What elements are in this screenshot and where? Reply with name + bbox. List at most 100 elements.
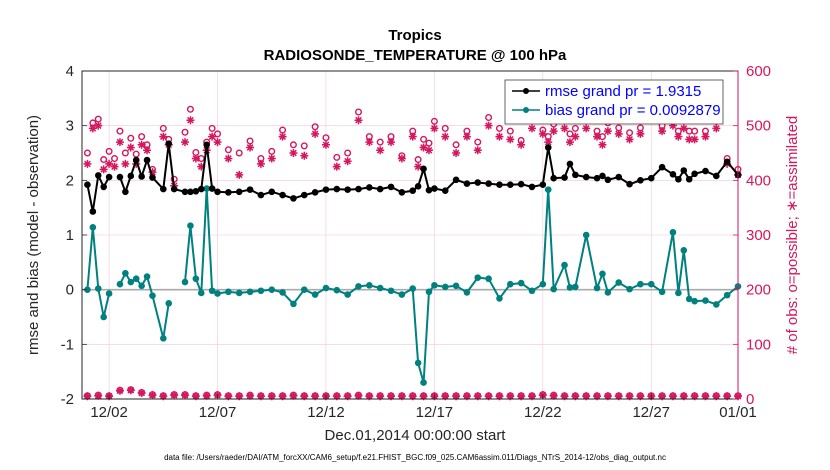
bias-point — [300, 286, 308, 293]
rmse-point — [604, 176, 612, 184]
assimilated-obs-marker — [137, 388, 146, 397]
assimilated-obs-marker — [99, 165, 108, 174]
rmse-point — [675, 175, 682, 183]
bias-point — [143, 273, 151, 280]
possible-obs-marker — [441, 124, 449, 132]
bias-point — [615, 279, 623, 286]
rmse-point — [100, 183, 107, 191]
possible-obs-marker — [83, 149, 91, 157]
assimilated-obs-marker — [408, 132, 417, 141]
rmse-point — [143, 156, 151, 164]
rmse-point — [425, 186, 433, 194]
assimilated-obs-marker — [668, 121, 677, 130]
y-tick-label: 0 — [66, 282, 74, 299]
y2-tick-label: 200 — [746, 282, 771, 299]
x-axis: 12/02 12/07 12/12 12/17 12/22 12/27 01/01 — [90, 394, 757, 421]
rmse-point — [344, 186, 351, 193]
y-axis-right: 0 100 200 300 400 500 600 — [733, 63, 771, 408]
assimilated-obs-marker — [387, 392, 396, 401]
bias-series — [84, 185, 742, 386]
bias-point — [420, 379, 427, 386]
assimilated-obs-marker — [365, 392, 374, 401]
chart-subtitle: RADIOSONDE_TEMPERATURE @ 100 hPa — [264, 47, 567, 64]
assimilated-obs-marker — [674, 132, 683, 141]
assimilated-obs-marker — [224, 154, 233, 163]
bias-point — [94, 285, 102, 292]
bias-point — [647, 280, 655, 288]
assimilated-obs-marker — [625, 135, 634, 144]
rmse-point — [105, 173, 113, 181]
possible-obs-marker — [159, 124, 167, 132]
possible-obs-marker — [105, 147, 113, 155]
assimilated-obs-marker — [462, 132, 471, 141]
assimilated-obs-marker — [115, 138, 124, 147]
assimilated-obs-marker — [593, 132, 602, 141]
assimilated-obs-marker — [701, 132, 710, 141]
assimilated-obs-marker — [658, 392, 667, 401]
bias-point — [691, 297, 698, 305]
bias-point — [149, 292, 156, 299]
assimilated-obs-marker — [126, 386, 135, 395]
rmse-point — [246, 186, 254, 193]
possible-obs-marker — [506, 127, 514, 135]
assimilated-obs-marker — [332, 392, 341, 401]
possible-obs-marker — [495, 124, 503, 132]
rmse-point — [409, 187, 417, 195]
possible-obs-marker — [333, 153, 341, 161]
bias-point — [463, 289, 471, 296]
bias-point — [485, 275, 492, 283]
bias-point — [544, 186, 552, 193]
x-tick-label: 12/22 — [524, 404, 562, 421]
assimilated-obs-marker — [148, 391, 157, 400]
rmse-point — [566, 160, 574, 168]
assimilated-obs-marker — [517, 140, 526, 149]
x-tick-label: 12/17 — [416, 404, 454, 421]
possible-obs-marker — [425, 139, 433, 147]
bias-point — [84, 286, 91, 293]
bias-point — [452, 282, 460, 290]
x-tick-label: 12/12 — [307, 404, 345, 421]
rmse-point — [496, 181, 503, 189]
rmse-point — [599, 172, 606, 180]
rmse-point — [160, 185, 167, 193]
assimilated-obs-marker — [332, 162, 341, 171]
assimilated-obs-marker — [208, 132, 217, 141]
rmse-point — [257, 191, 265, 199]
y-tick-label: 3 — [66, 118, 74, 135]
bias-point — [366, 281, 373, 289]
assimilated-obs-marker — [636, 129, 645, 138]
rmse-point — [658, 163, 666, 171]
rmse-point — [582, 173, 590, 181]
bias-point — [160, 335, 167, 342]
assimilated-obs-marker — [397, 392, 406, 401]
bias-point — [637, 280, 644, 288]
possible-obs-marker — [571, 124, 579, 132]
bias-point — [550, 285, 557, 293]
rmse-point — [127, 172, 135, 180]
bias-point — [192, 275, 200, 283]
rmse-point — [116, 173, 124, 181]
assimilated-obs-marker — [387, 138, 396, 147]
assimilated-obs-marker — [376, 392, 385, 401]
possible-obs-marker — [186, 105, 194, 113]
rmse-point — [235, 188, 243, 196]
assimilated-obs-marker — [132, 159, 141, 168]
bias-point — [376, 284, 384, 292]
assimilated-obs-marker — [267, 392, 276, 401]
assimilated-obs-marker — [191, 392, 200, 401]
assimilated-obs-marker — [690, 392, 699, 401]
assimilated-obs-marker — [105, 159, 114, 168]
assimilated-obs-marker — [441, 392, 450, 401]
rmse-point — [463, 180, 471, 187]
rmse-point — [366, 184, 373, 191]
rmse-point — [181, 188, 189, 196]
assimilated-obs-marker — [544, 138, 553, 147]
assimilated-obs-marker — [311, 392, 320, 401]
assimilated-obs-marker — [235, 170, 244, 179]
assimilated-obs-marker — [408, 392, 417, 401]
assimilated-obs-marker — [246, 391, 255, 400]
possible-obs-marker — [224, 146, 232, 154]
assimilated-obs-marker — [452, 149, 461, 157]
rmse-point — [691, 170, 698, 178]
assimilated-obs-marker — [473, 146, 482, 155]
